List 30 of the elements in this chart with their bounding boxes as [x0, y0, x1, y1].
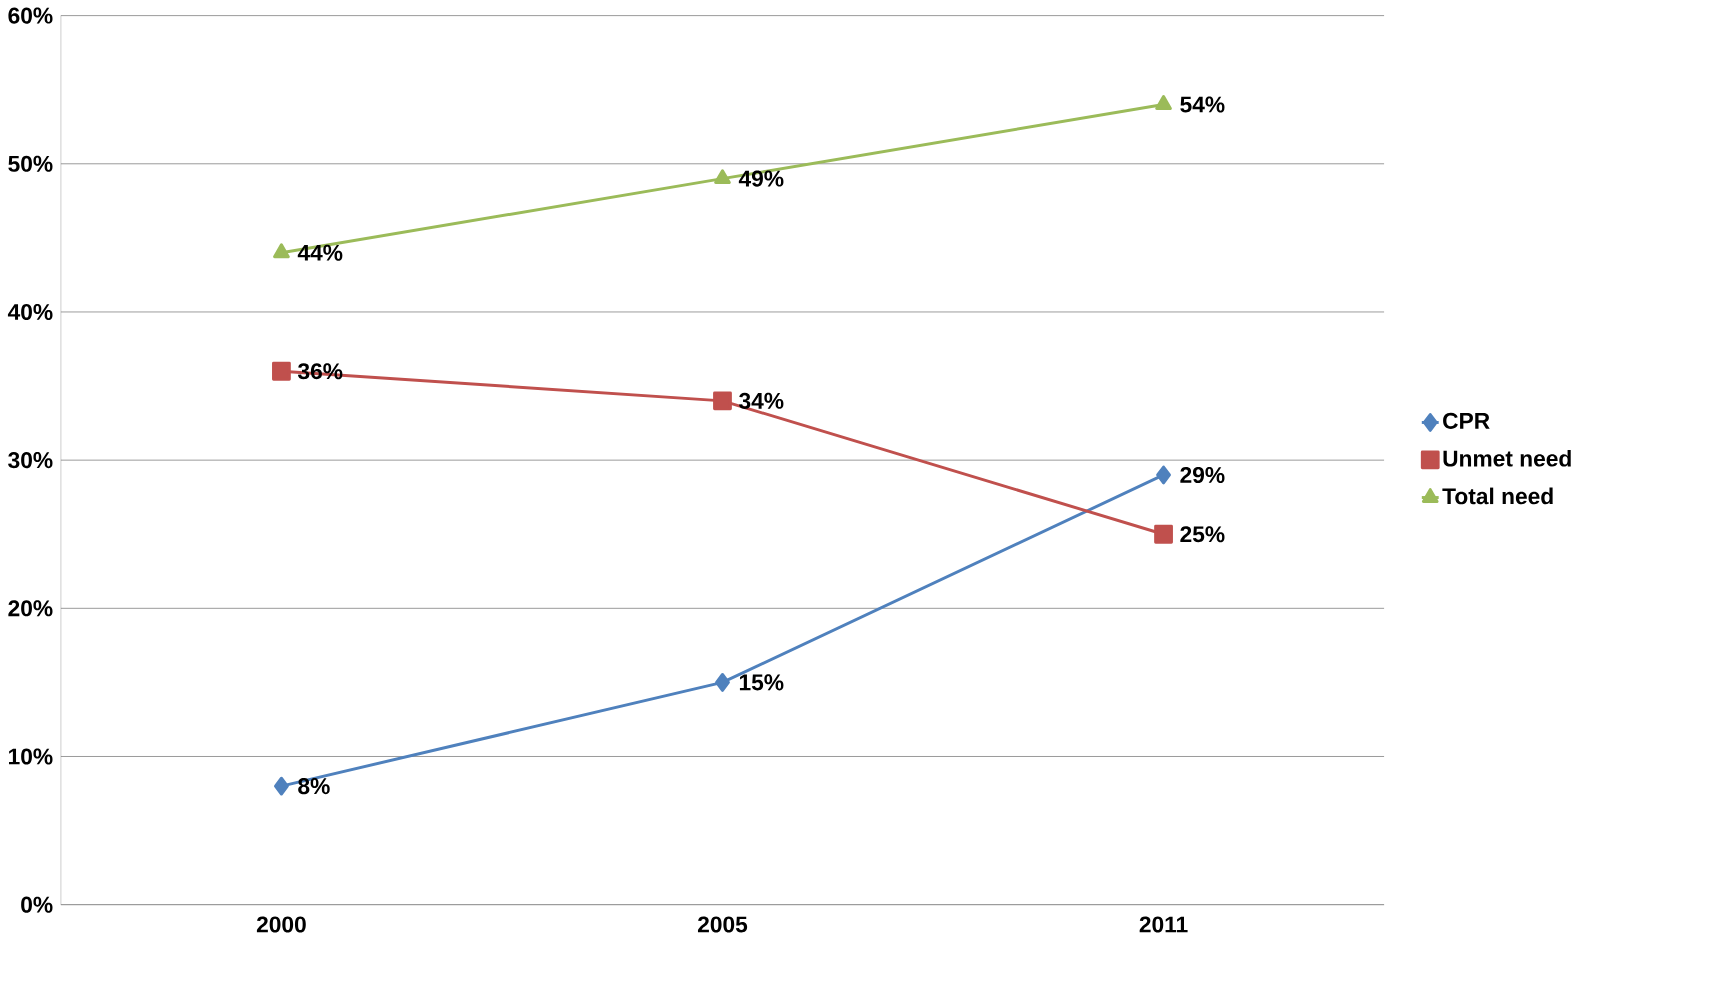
- y-tick-label: 20%: [8, 600, 53, 617]
- point: [714, 169, 731, 184]
- point: [1156, 465, 1171, 485]
- point: [713, 391, 732, 411]
- y-tick-label: 0%: [21, 896, 53, 913]
- y-tick-label: 40%: [7, 303, 53, 320]
- data-label: 25%: [1180, 526, 1225, 543]
- point: [272, 361, 291, 381]
- y-tick-label: 30%: [8, 452, 53, 469]
- x-tick-label: 2011: [1139, 916, 1188, 933]
- point: [1154, 524, 1173, 544]
- data-label: 29%: [1180, 466, 1225, 483]
- data-label: 44%: [297, 244, 343, 261]
- legend-label: Unmet need: [1443, 449, 1571, 467]
- point: [274, 776, 289, 796]
- point: [715, 672, 730, 692]
- x-tick-label: 2005: [697, 916, 748, 933]
- data-label: 8%: [298, 778, 330, 795]
- y-tick-label: 10%: [9, 748, 53, 765]
- point: [273, 243, 290, 259]
- legend-label: CPR: [1443, 412, 1490, 429]
- y-tick-label: 60%: [8, 7, 53, 24]
- point: [1155, 95, 1172, 110]
- legend-label: Total need: [1442, 487, 1553, 505]
- x-tick-label: 2000: [256, 916, 306, 933]
- data-label: 34%: [739, 392, 784, 409]
- data-label: 15%: [739, 674, 784, 691]
- y-tick-label: 50%: [8, 155, 53, 172]
- data-label: 54%: [1180, 96, 1225, 113]
- data-label: 49%: [738, 170, 784, 187]
